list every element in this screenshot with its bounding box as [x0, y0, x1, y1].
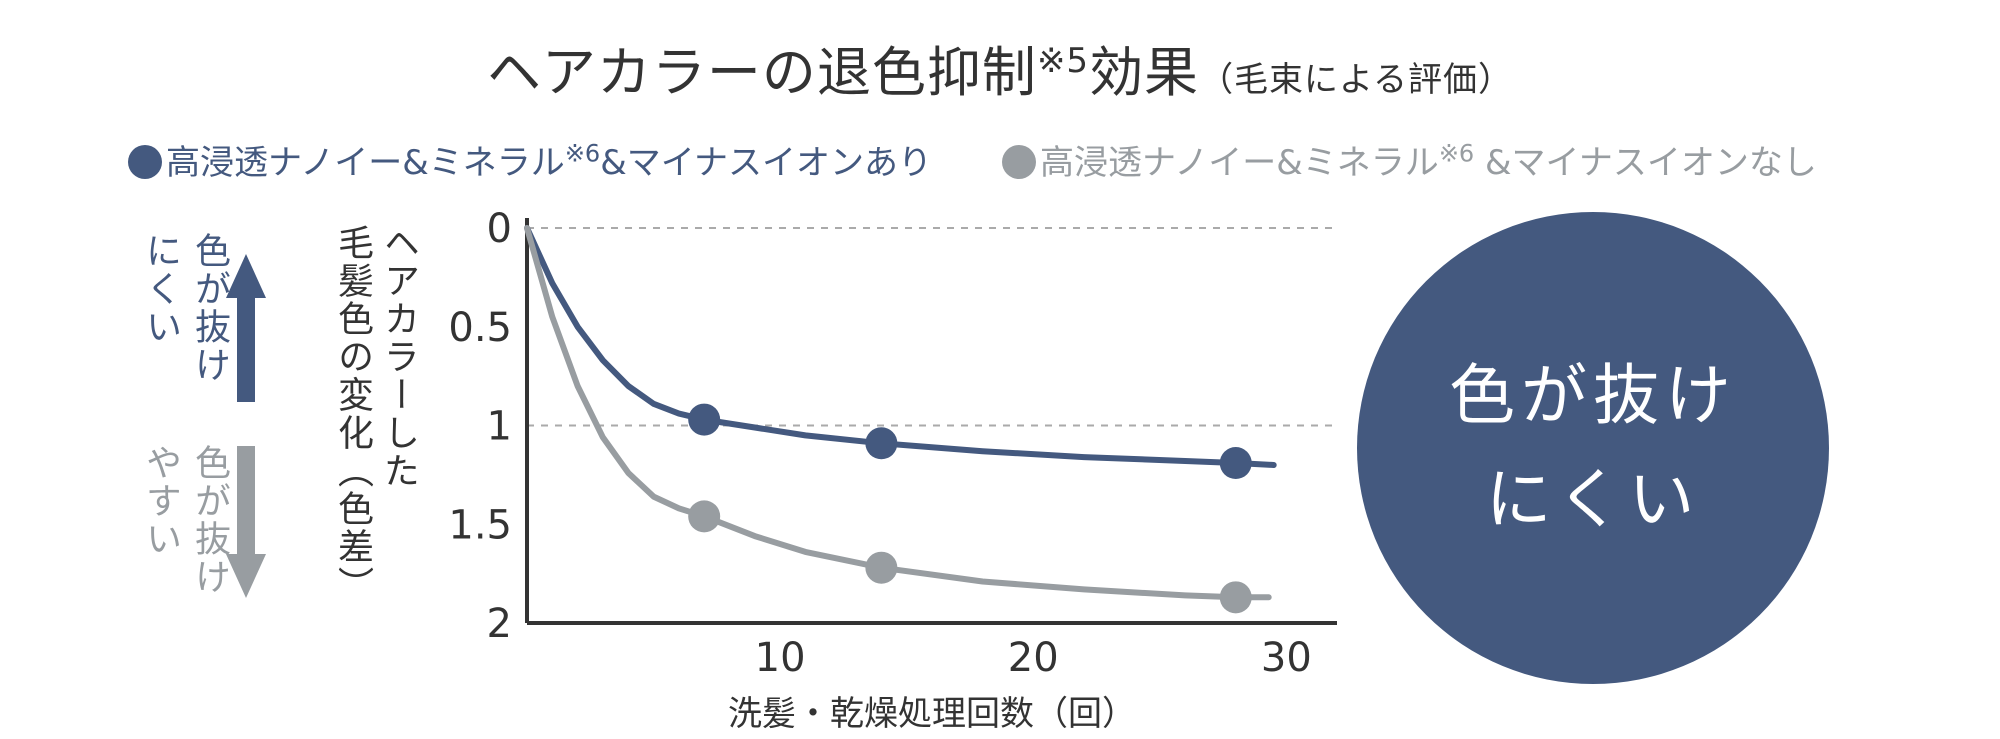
legend-with-note: ※6	[564, 139, 601, 168]
legend-with: 高浸透ナノイー&ミネラル※6&マイナスイオンあり	[128, 135, 932, 184]
legend-without-note: ※6	[1438, 139, 1475, 168]
x-axis-label: 洗髪・乾燥処理回数（回）	[728, 694, 1136, 734]
ytick-label: 0.5	[448, 305, 512, 351]
legend-without: 高浸透ナノイー&ミネラル※6 &マイナスイオンなし	[1002, 135, 1817, 184]
summary-line2: にくい	[1485, 461, 1701, 538]
xtick-label: 20	[1008, 635, 1059, 681]
side-up-col2: にくい	[140, 232, 181, 346]
ytick-label: 1	[487, 404, 512, 450]
summary-line1: 色が抜け	[1449, 357, 1737, 434]
series-line-1	[524, 225, 1272, 601]
ytick-label: 1.5	[448, 502, 512, 548]
data-point	[865, 551, 898, 584]
ylabel-col2: 毛髪色の変化（色差）	[332, 224, 373, 604]
chart-title: ヘアカラーの退色抑制※5効果（毛束による評価）	[0, 28, 2000, 107]
data-point	[688, 403, 721, 436]
legend-with-text: 高浸透ナノイー&ミネラル	[166, 143, 565, 183]
side-down-col1: 色が抜け	[189, 444, 230, 596]
legend-without-tail: &マイナスイオンなし	[1474, 143, 1817, 183]
ylabel-col1: ヘアカラーした	[378, 224, 419, 490]
ytick-label: 2	[487, 601, 512, 647]
side-up-col1: 色が抜け	[189, 232, 230, 384]
legend-without-text: 高浸透ナノイー&ミネラル	[1040, 143, 1439, 183]
data-point	[865, 427, 898, 460]
ytick-label: 0	[487, 206, 512, 252]
title-sub: （毛束による評価）	[1199, 60, 1514, 100]
data-point	[688, 500, 721, 533]
side-down-col2: やすい	[140, 444, 181, 558]
xtick-label: 10	[755, 635, 806, 681]
title-effect: 効果	[1089, 41, 1200, 104]
xtick-label: 30	[1261, 635, 1312, 681]
data-point	[1219, 581, 1252, 614]
legend-with-marker	[128, 145, 162, 179]
data-point	[1219, 447, 1252, 480]
legend-without-marker	[1002, 145, 1036, 179]
series-line-0	[524, 225, 1277, 468]
title-main: ヘアカラーの退色抑制	[486, 41, 1037, 104]
legend-with-tail: &マイナスイオンあり	[600, 143, 933, 183]
summary-circle: 色が抜け にくい	[1357, 212, 1829, 684]
title-note: ※5	[1036, 41, 1090, 81]
